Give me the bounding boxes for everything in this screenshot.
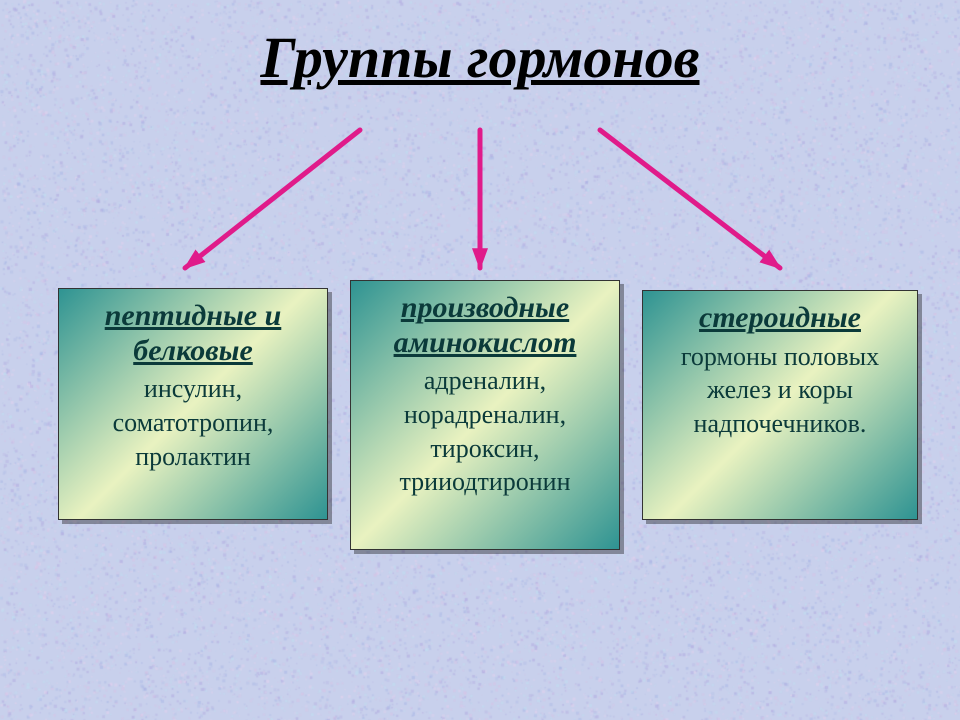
box-amino-head: производные аминокислот [359,291,611,360]
box-peptide: пептидные и белковые инсулин, соматотроп… [58,288,328,520]
box-steroid: стероидные гормоны половых желез и коры … [642,290,918,520]
box-steroid-body: гормоны половых желез и коры надпочечник… [651,340,909,441]
arrow [185,130,360,268]
diagram-stage: Группы гормонов пептидные и белковые инс… [0,0,960,720]
arrow [600,130,780,268]
box-peptide-head: пептидные и белковые [67,299,319,368]
box-amino-body: адреналин, норадреналин, тироксин, триио… [359,364,611,499]
box-steroid-head: стероидные [651,301,909,336]
box-peptide-body: инсулин, соматотропин, пролактин [67,372,319,473]
diagram-title: Группы гормонов [0,24,960,91]
box-amino: производные аминокислот адреналин, норад… [350,280,620,550]
